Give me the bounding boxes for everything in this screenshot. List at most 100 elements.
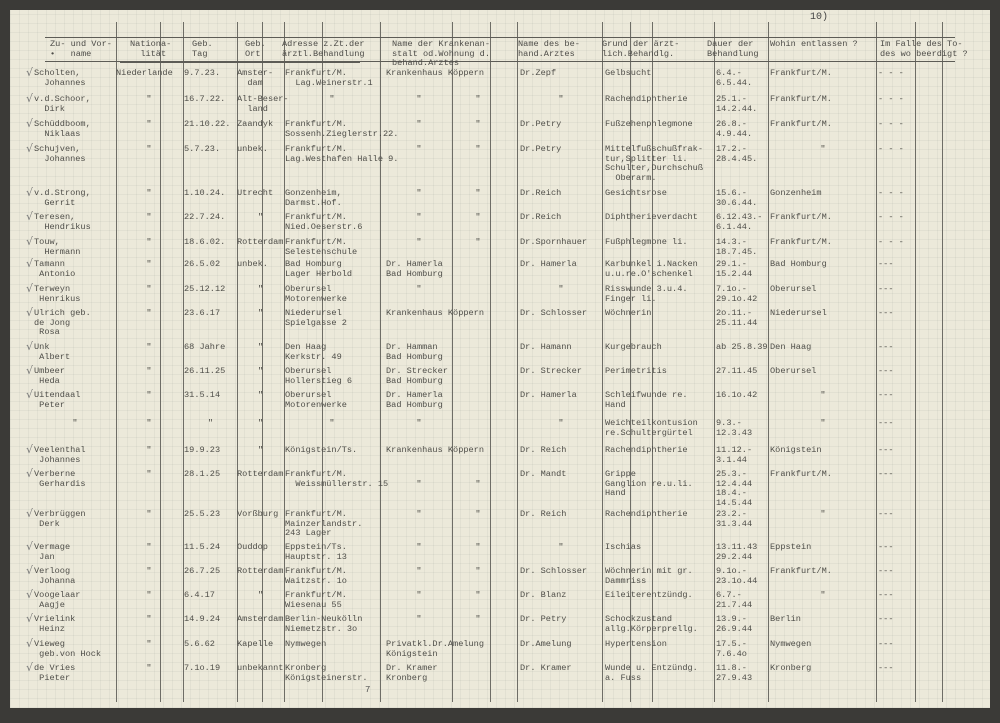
check-mark-icon: √ — [26, 364, 34, 377]
cell-birth-date: 23.6.17 — [184, 308, 221, 318]
cell-reason: Rachendiphtherie — [605, 509, 688, 519]
cell-burial: --- — [878, 614, 894, 624]
cell-birth-date: 25.5.23 — [184, 509, 221, 519]
cell-name: Verbrüggen Derk — [34, 509, 86, 529]
cell-duration: 13.9.- 26.9.44 — [716, 614, 753, 634]
cell-address: Frankfurt/M. Wiesenau 55 — [285, 590, 347, 610]
cell-doctor: Dr. Hamerla — [520, 390, 577, 400]
cell-birth-place: " — [257, 590, 264, 600]
cell-hospital: Dr. Hamerla Bad Homburg — [386, 390, 443, 410]
cell-address: Frankfurt/M. Lag.Westhafen Halle 9. — [285, 144, 398, 164]
cell-reason: Fußzehenphlegmone — [605, 119, 693, 129]
cell-name: Terweyn Henrikus — [34, 284, 81, 304]
header-name: Zu- und Vor- • name — [50, 39, 112, 59]
header-birth-date: Geb. Tag — [192, 39, 213, 59]
cell-address: Frankfurt/M. Waitzstr. 1o — [285, 566, 347, 586]
cell-nationality: " — [146, 308, 152, 318]
cell-hospital-place: " — [475, 542, 481, 552]
cell-birth-place: Alt-Beser- land — [237, 94, 289, 114]
cell-nationality: " — [146, 469, 152, 479]
cell-burial: --- — [878, 366, 894, 376]
cell-nationality: Niederlande — [116, 68, 173, 78]
cell-nationality: " — [146, 144, 152, 154]
header-doctor: Name des be- hand.Arztes — [518, 39, 580, 59]
cell-hospital: Dr. Hamman Bad Homburg — [386, 342, 443, 362]
cell-hospital: Krankenhaus Köppern — [386, 68, 484, 78]
check-mark-icon: √ — [26, 637, 34, 650]
cell-name: de Vries Pieter — [34, 663, 76, 683]
check-mark-icon: √ — [26, 588, 34, 601]
cell-birth-date: 26.11.25 — [184, 366, 226, 376]
cell-reason: Perimetritis — [605, 366, 667, 376]
cell-birth-place: Kapelle — [237, 639, 274, 649]
cell-nationality: " — [146, 390, 152, 400]
cell-birth-date: 11.5.24 — [184, 542, 221, 552]
cell-doctor: " — [558, 284, 564, 294]
cell-address: " — [329, 94, 335, 104]
cell-birth-place: unbek. — [237, 144, 268, 154]
column-rule — [768, 22, 769, 702]
column-rule — [116, 22, 117, 702]
column-rule — [160, 22, 161, 702]
check-mark-icon: √ — [26, 235, 34, 248]
cell-hospital-place: " — [475, 478, 481, 489]
cell-burial: --- — [878, 663, 894, 673]
cell-birth-place: " — [257, 418, 264, 428]
cell-duration: 9.3.- 12.3.43 — [716, 418, 753, 438]
cell-reason: Kurgebrauch — [605, 342, 662, 352]
cell-birth-place: unbekannt — [237, 663, 284, 673]
column-rule — [452, 22, 453, 702]
cell-duration: 25.3.- 12.4.44 18.4.- 14.5.44 — [716, 469, 753, 508]
cell-reason: Schleifwunde re. Hand — [605, 390, 688, 410]
cell-doctor: Dr. Strecker — [520, 366, 582, 376]
cell-hospital: " — [416, 188, 422, 198]
cell-hospital-place: " — [475, 590, 481, 600]
cell-name: Scholten, Johannes — [34, 68, 86, 88]
cell-burial: --- — [878, 445, 894, 455]
cell-name: Touw, Hermann — [34, 237, 81, 257]
cell-doctor: Dr. Reich — [520, 445, 567, 455]
column-rule — [322, 22, 323, 702]
cell-name: Verloog Johanna — [34, 566, 76, 586]
cell-burial: --- — [878, 284, 894, 294]
check-mark-icon: √ — [26, 92, 34, 105]
header-duration: Dauer der Behandlung — [707, 39, 759, 59]
check-mark-icon: √ — [26, 540, 34, 553]
cell-birth-date: 1.10.24. — [184, 188, 226, 198]
column-rule — [490, 22, 491, 702]
cell-name: Schujven, Johannes — [34, 144, 86, 164]
cell-reason: Karbunkel i.Nacken u.u.re.O'schenkel — [605, 259, 698, 279]
cell-hospital: Krankenhaus Köppern — [386, 308, 484, 318]
check-mark-icon: √ — [26, 507, 34, 520]
cell-doctor: Dr.Spornhauer — [520, 237, 588, 247]
cell-hospital-place: " — [475, 119, 481, 129]
cell-nationality: " — [146, 366, 152, 376]
cell-reason: Wunde u. Entzündg. a. Fuss — [605, 663, 698, 683]
column-rule — [517, 22, 518, 702]
column-rule — [602, 22, 603, 702]
cell-birth-date: 19.9.23 — [184, 445, 221, 455]
cell-hospital-place: " — [475, 509, 481, 519]
cell-reason: Hypertension — [605, 639, 667, 649]
check-mark-icon: √ — [26, 388, 34, 401]
cell-doctor: " — [558, 418, 564, 428]
cell-discharged-to: Niederursel — [770, 308, 827, 318]
cell-address: Oberursel Hollerstieg 6 — [285, 366, 353, 386]
cell-doctor: " — [558, 94, 564, 104]
cell-birth-date: 9.7.23. — [184, 68, 221, 78]
cell-burial: --- — [878, 590, 894, 600]
cell-name: Teresen, Hendrikus — [34, 212, 91, 232]
cell-doctor: Dr.Zepf — [520, 68, 557, 78]
cell-name: Tamann Antonio — [34, 259, 76, 279]
cell-duration: ab 25.8.39 — [716, 342, 768, 352]
cell-duration: 7.1o.- 29.1o.42 — [716, 284, 758, 304]
cell-burial: - - - — [878, 237, 904, 247]
cell-name: Vermage Jan — [34, 542, 71, 562]
check-mark-icon: √ — [26, 66, 34, 79]
cell-birth-date: 68 Jahre — [184, 342, 226, 352]
cell-reason: Mittelfußschußfrak- tur,Splitter li. Sch… — [605, 144, 703, 183]
cell-hospital: " — [416, 237, 422, 247]
cell-duration: 9.1o.- 23.1o.44 — [716, 566, 758, 586]
cell-name: Veelenthal Johannes — [34, 445, 86, 465]
cell-discharged-to: Frankfurt/M. — [770, 119, 832, 129]
